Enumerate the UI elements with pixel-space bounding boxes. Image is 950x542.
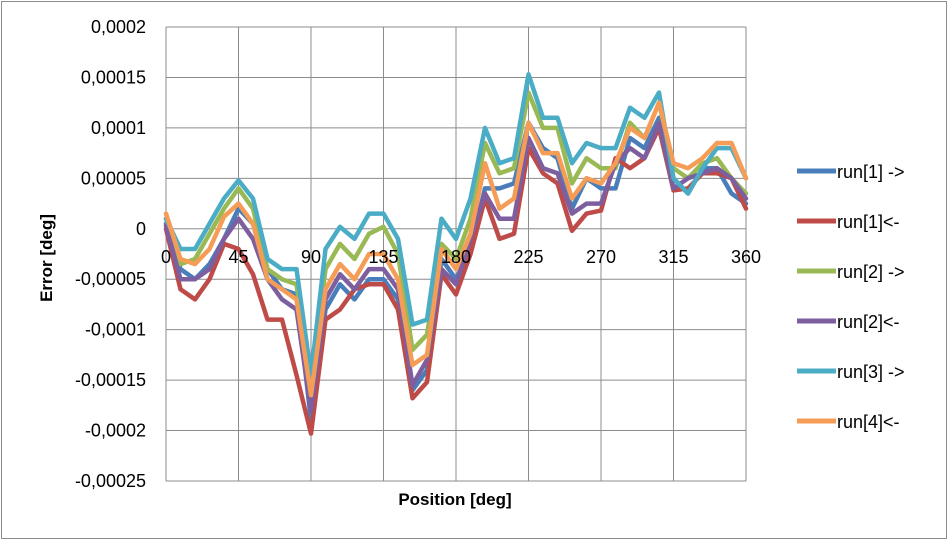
y-tick-label: 0 [136,219,146,239]
legend-item: run[3] -> [797,362,905,382]
x-axis-title: Position [deg] [398,490,511,509]
legend-item: run[4]<- [797,412,900,432]
legend-item: run[2]<- [797,312,900,332]
x-tick-label: 360 [731,247,761,267]
y-tick-label: 0,0001 [91,118,146,138]
legend-item: run[1]<- [797,212,900,232]
y-tick-label: 0,0002 [91,17,146,37]
legend-item: run[1] -> [797,162,905,182]
y-tick-label: -0,00005 [75,269,146,289]
legend-label: run[1] -> [837,162,905,182]
y-axis-ticks: 0,0002 0,00015 0,0001 0,00005 0 -0,00005 -0,00… [75,17,146,491]
x-tick-label: 135 [368,247,398,267]
legend-item: run[2] -> [797,262,905,282]
y-tick-label: -0,00015 [75,370,146,390]
x-tick-label: 0 [161,247,171,267]
y-tick-label: -0,00025 [75,471,146,491]
series-layer [163,72,749,436]
x-tick-label: 45 [228,247,248,267]
legend: run[1] -> run[1]<- run[2] -> run[2]<- run[3]… [797,162,905,432]
legend-label: run[4]<- [837,412,900,432]
x-tick-label: 315 [658,247,688,267]
y-tick-label: 0,00005 [81,168,146,188]
x-tick-label: 225 [513,247,543,267]
x-tick-label: 90 [301,247,321,267]
x-axis-ticks: 0 45 90 135 180 225 270 315 360 [161,247,761,267]
grid [165,26,747,482]
legend-label: run[1]<- [837,212,900,232]
legend-label: run[3] -> [837,362,905,382]
series-line-6 [163,100,749,398]
y-tick-label: -0,0002 [85,421,146,441]
y-axis-title: Error [deg] [37,214,56,302]
legend-label: run[2] -> [837,262,905,282]
x-tick-label: 270 [586,247,616,267]
y-tick-label: -0,0001 [85,320,146,340]
y-tick-label: 0,00015 [81,67,146,87]
series-line-5 [163,72,749,378]
legend-label: run[2]<- [837,312,900,332]
x-tick-label: 180 [441,247,471,267]
